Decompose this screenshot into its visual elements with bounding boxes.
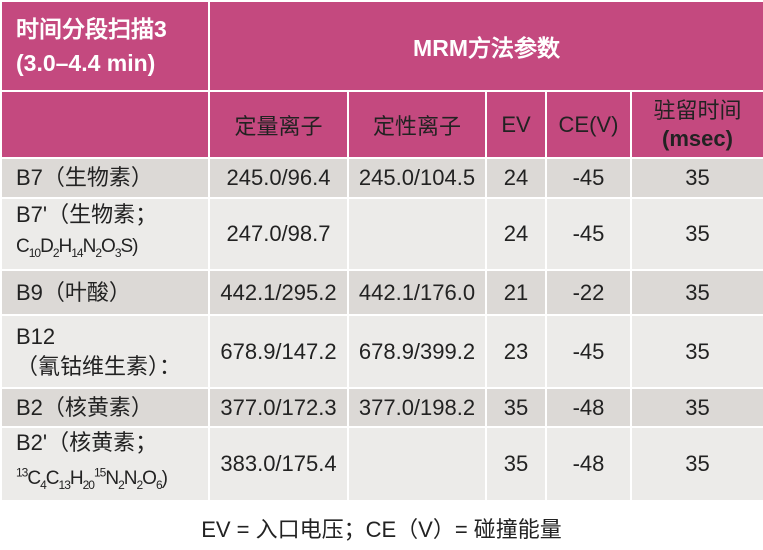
cell-quant-ion: 245.0/96.4	[208, 157, 349, 199]
empty-header	[0, 90, 210, 159]
formula-part: O	[142, 468, 157, 490]
compound-name: B12	[16, 323, 56, 349]
cell-ce: -22	[545, 269, 632, 316]
table-row: B7（生物素） 245.0/96.4 245.0/104.5 24 -45 35	[0, 157, 763, 199]
formula-part: C	[45, 468, 60, 490]
cell-dwell: 35	[629, 314, 763, 389]
cell-ce: -45	[545, 314, 632, 389]
cell-ev: 35	[485, 387, 547, 428]
cell-ev: 35	[485, 425, 547, 503]
formula-part: 13	[58, 478, 71, 493]
table-row: B12 （氰钴维生素）： 678.9/147.2 678.9/399.2 23 -…	[0, 314, 763, 389]
mrm-group-header: MRM方法参数	[207, 0, 763, 92]
mrm-parameters-table: 时间分段扫描3 (3.0–4.4 min) MRM方法参数 定量离子 定性离子 E…	[0, 0, 763, 503]
segment-title: 时间分段扫描3	[16, 16, 167, 42]
formula-part: 2	[136, 478, 143, 493]
cell-ev: 21	[485, 269, 547, 316]
formula-part: N	[123, 468, 138, 490]
compound-name: B2（核黄素）	[16, 394, 153, 420]
segment-range: (3.0–4.4 min)	[16, 50, 156, 76]
cell-quant-ion: 377.0/172.3	[208, 387, 349, 428]
cell-ce: -45	[545, 197, 632, 271]
cell-quant-ion: 678.9/147.2	[208, 314, 349, 389]
cell-qual-ion: 245.0/104.5	[347, 157, 487, 199]
cell-compound: B2'（核黄素； 13C4C13H2015N2N2O6)	[0, 425, 210, 503]
formula-part: H	[58, 236, 73, 258]
cell-compound: B2（核黄素）	[0, 387, 210, 428]
cell-dwell: 35	[629, 387, 763, 428]
table-row: B2'（核黄素； 13C4C13H2015N2N2O6) 383.0/175.4 …	[0, 425, 763, 503]
cell-dwell: 35	[629, 425, 763, 503]
cell-ev: 24	[485, 157, 547, 199]
table-row: B9（叶酸） 442.1/295.2 442.1/176.0 21 -22 35	[0, 269, 763, 316]
formula-part: D	[40, 236, 54, 258]
formula-part: 15	[93, 466, 106, 480]
segment-header: 时间分段扫描3 (3.0–4.4 min)	[0, 0, 210, 92]
compound-name: B7（生物素）	[16, 165, 153, 190]
table-row: B2（核黄素） 377.0/172.3 377.0/198.2 35 -48 3…	[0, 387, 763, 428]
compound-name-detail: （氰钴维生素）：	[16, 353, 182, 379]
compound-name: B2'（核黄素；	[16, 430, 158, 455]
formula-part: )	[161, 468, 168, 490]
cell-ev: 24	[485, 197, 547, 271]
formula-part: 2	[52, 245, 60, 260]
compound-formula: C10D2H14N2O3S)	[16, 236, 139, 260]
compound-name: B9（叶酸）	[16, 279, 131, 305]
compound-formula: 13C4C13H2015N2N2O6)	[16, 466, 168, 493]
col-quant-ion: 定量离子	[208, 90, 349, 159]
table-row: B7'（生物素； C10D2H14N2O3S) 247.0/98.7 24 -45…	[0, 197, 763, 271]
formula-part: N	[82, 236, 97, 258]
cell-compound: B7（生物素）	[0, 157, 210, 199]
formula-part: 2	[95, 245, 102, 260]
cell-dwell: 35	[629, 157, 763, 199]
formula-part: 4	[40, 478, 47, 493]
cell-quant-ion: 442.1/295.2	[208, 269, 349, 316]
cell-qual-ion: 678.9/399.2	[347, 314, 487, 389]
cell-quant-ion: 247.0/98.7	[208, 197, 349, 271]
formula-part: N	[105, 468, 119, 490]
cell-quant-ion: 383.0/175.4	[208, 425, 349, 503]
cell-compound: B7'（生物素； C10D2H14N2O3S)	[0, 197, 210, 271]
col-qual-ion: 定性离子	[347, 90, 487, 159]
col-ce: CE(V)	[545, 90, 632, 159]
cell-qual-ion: 377.0/198.2	[347, 387, 487, 428]
col-dwell: 驻留时间 (msec)	[629, 90, 763, 159]
formula-part: C	[16, 236, 30, 258]
formula-part: S)	[120, 236, 139, 258]
cell-compound: B9（叶酸）	[0, 269, 210, 316]
compound-name: B7'（生物素；	[16, 202, 158, 228]
formula-part: 13	[16, 466, 28, 480]
cell-ce: -45	[545, 157, 632, 199]
cell-ce: -48	[545, 425, 632, 503]
cell-compound: B12 （氰钴维生素）：	[0, 314, 210, 389]
formula-part: 2	[118, 478, 125, 493]
cell-dwell: 35	[629, 269, 763, 316]
formula-part: C	[27, 468, 41, 490]
cell-ce: -48	[545, 387, 632, 428]
footnote: EV = 入口电压；CE（V）= 碰撞能量	[201, 517, 562, 542]
dwell-label: 驻留时间	[653, 97, 742, 123]
formula-part: 20	[82, 478, 95, 493]
formula-part: O	[101, 236, 116, 258]
cell-qual-ion: 442.1/176.0	[347, 269, 487, 316]
cell-qual-ion	[347, 425, 487, 503]
formula-part: H	[69, 468, 84, 490]
formula-part: 10	[28, 245, 41, 260]
formula-part: 3	[114, 245, 122, 260]
formula-part: 14	[71, 245, 83, 260]
cell-qual-ion	[347, 197, 487, 271]
formula-part: 6	[155, 478, 163, 493]
dwell-unit: (msec)	[662, 125, 733, 151]
cell-ev: 23	[485, 314, 547, 389]
col-ev: EV	[485, 90, 547, 159]
cell-dwell: 35	[629, 197, 763, 271]
